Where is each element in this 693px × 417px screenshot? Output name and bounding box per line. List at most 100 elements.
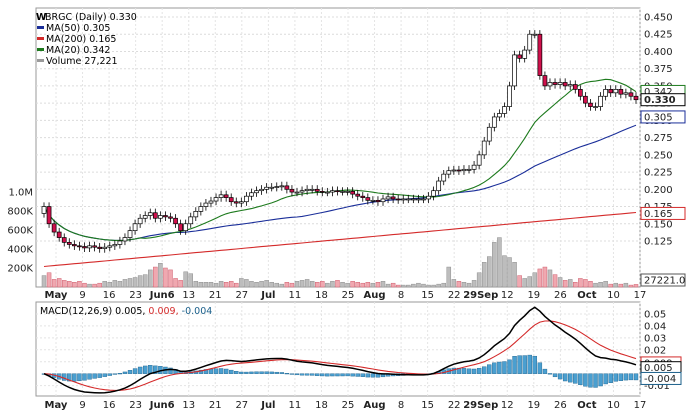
macd-histogram-bar — [77, 373, 82, 382]
volume-bar — [431, 284, 436, 288]
price-tick-label: 0.375 — [644, 64, 673, 75]
volume-bar — [208, 282, 214, 288]
volume-bar — [41, 275, 47, 288]
macd-histogram-bar — [107, 373, 112, 376]
x-tick-label: 16 — [103, 290, 116, 301]
volume-bar — [259, 281, 264, 288]
volume-bar — [330, 281, 335, 288]
macd-legend: MACD(12,26,9) 0.005, 0.009, -0.004 — [40, 306, 212, 317]
volume-bar — [228, 281, 234, 288]
volume-bar — [522, 278, 527, 288]
price-tick-label: 0.125 — [644, 237, 673, 248]
candle-body — [583, 95, 588, 104]
macd-histogram-bar — [542, 368, 548, 374]
macd-histogram-bar — [613, 373, 618, 382]
volume-bar — [234, 282, 239, 288]
legend-swatch — [37, 37, 44, 40]
x-tick-label: 27 — [235, 400, 248, 411]
candle-body — [360, 195, 366, 198]
candle-body — [203, 202, 209, 207]
price-tick-label: 0.275 — [644, 133, 673, 144]
volume-bar — [309, 281, 315, 288]
volume-bar — [304, 279, 310, 288]
volume-bar — [173, 278, 178, 288]
value-tag-box — [640, 273, 686, 287]
volume-bar — [618, 283, 624, 288]
x-tick-label: 27 — [235, 290, 248, 301]
volume-bar — [471, 280, 477, 288]
x-tick-label: 18 — [315, 400, 328, 411]
value-tag-box — [640, 93, 686, 107]
macd-histogram-bar — [598, 373, 603, 387]
macd-histogram-bar — [132, 368, 138, 374]
macd-histogram-bar — [168, 367, 173, 374]
macd-histogram-bar — [213, 368, 219, 374]
price-tick-label: 0.400 — [644, 47, 673, 58]
macd-tick-label: 0.02 — [644, 345, 666, 356]
x-tick-label: Oct — [577, 290, 596, 301]
candle-body — [208, 200, 214, 204]
volume-bar — [112, 280, 118, 288]
volume-bar — [213, 282, 219, 288]
candle-body — [395, 198, 401, 201]
volume-bar — [527, 276, 532, 288]
volume-bar — [51, 279, 57, 288]
macd-tick-label: 0.03 — [644, 333, 666, 344]
x-tick-label: May — [45, 400, 68, 411]
volume-bar — [628, 284, 634, 288]
x-tick-label: 10 — [607, 290, 620, 301]
volume-bar — [416, 282, 421, 288]
candle-body — [593, 106, 598, 108]
candle-body — [567, 84, 573, 87]
volume-bar — [320, 281, 325, 288]
candle-body — [279, 185, 285, 188]
macd-histogram-bar — [244, 371, 249, 374]
candle-body — [476, 154, 482, 166]
volume-bar — [400, 284, 406, 288]
macd-tick-label: 0.05 — [644, 309, 666, 320]
candle-body — [426, 195, 431, 200]
macd-histogram-bar — [62, 373, 67, 381]
macd-histogram-bar — [512, 356, 517, 374]
candle-body — [122, 237, 128, 242]
legend-swatch — [37, 59, 44, 62]
volume-bar — [244, 279, 249, 288]
volume-bar — [254, 282, 259, 288]
macd-histogram-bar — [527, 354, 532, 374]
volume-bar — [188, 273, 193, 288]
macd-histogram-bar — [537, 362, 543, 374]
volume-bar — [507, 257, 512, 288]
volume-bar — [284, 282, 290, 288]
value-tag-text: 0.305 — [644, 112, 673, 123]
value-tag-text: 0.342 — [644, 87, 673, 98]
x-tick-label: 15 — [421, 290, 434, 301]
x-tick-label: 23 — [129, 290, 142, 301]
macd-legend-signal: 0.009, — [148, 306, 181, 317]
x-tick-label: 8 — [398, 290, 404, 301]
volume-bar — [325, 282, 330, 288]
volume-bar — [456, 281, 462, 288]
volume-bar — [158, 263, 163, 288]
volume-bar — [395, 284, 401, 288]
macd-histogram-bar — [72, 373, 77, 382]
candle-body — [294, 191, 300, 194]
value-tag-box — [640, 206, 686, 220]
candle-body — [274, 186, 280, 188]
macd-histogram-bar — [239, 371, 244, 374]
candle-body — [380, 198, 386, 203]
macd-histogram-bar — [127, 370, 133, 374]
candle-body — [163, 215, 168, 218]
volume-bar — [517, 275, 522, 288]
candle-body — [264, 186, 269, 190]
candle-body — [117, 240, 123, 245]
candle-body — [92, 245, 97, 248]
x-tick-label: Jun6 — [149, 400, 175, 411]
macd-histogram-bar — [628, 373, 634, 381]
candle-body — [335, 190, 340, 193]
candle-body — [299, 190, 305, 193]
candle-body — [87, 245, 92, 249]
x-tick-label: 8 — [398, 400, 404, 411]
volume-bar — [137, 275, 143, 288]
macd-histogram-bar — [618, 373, 624, 381]
candle-body — [188, 216, 194, 225]
